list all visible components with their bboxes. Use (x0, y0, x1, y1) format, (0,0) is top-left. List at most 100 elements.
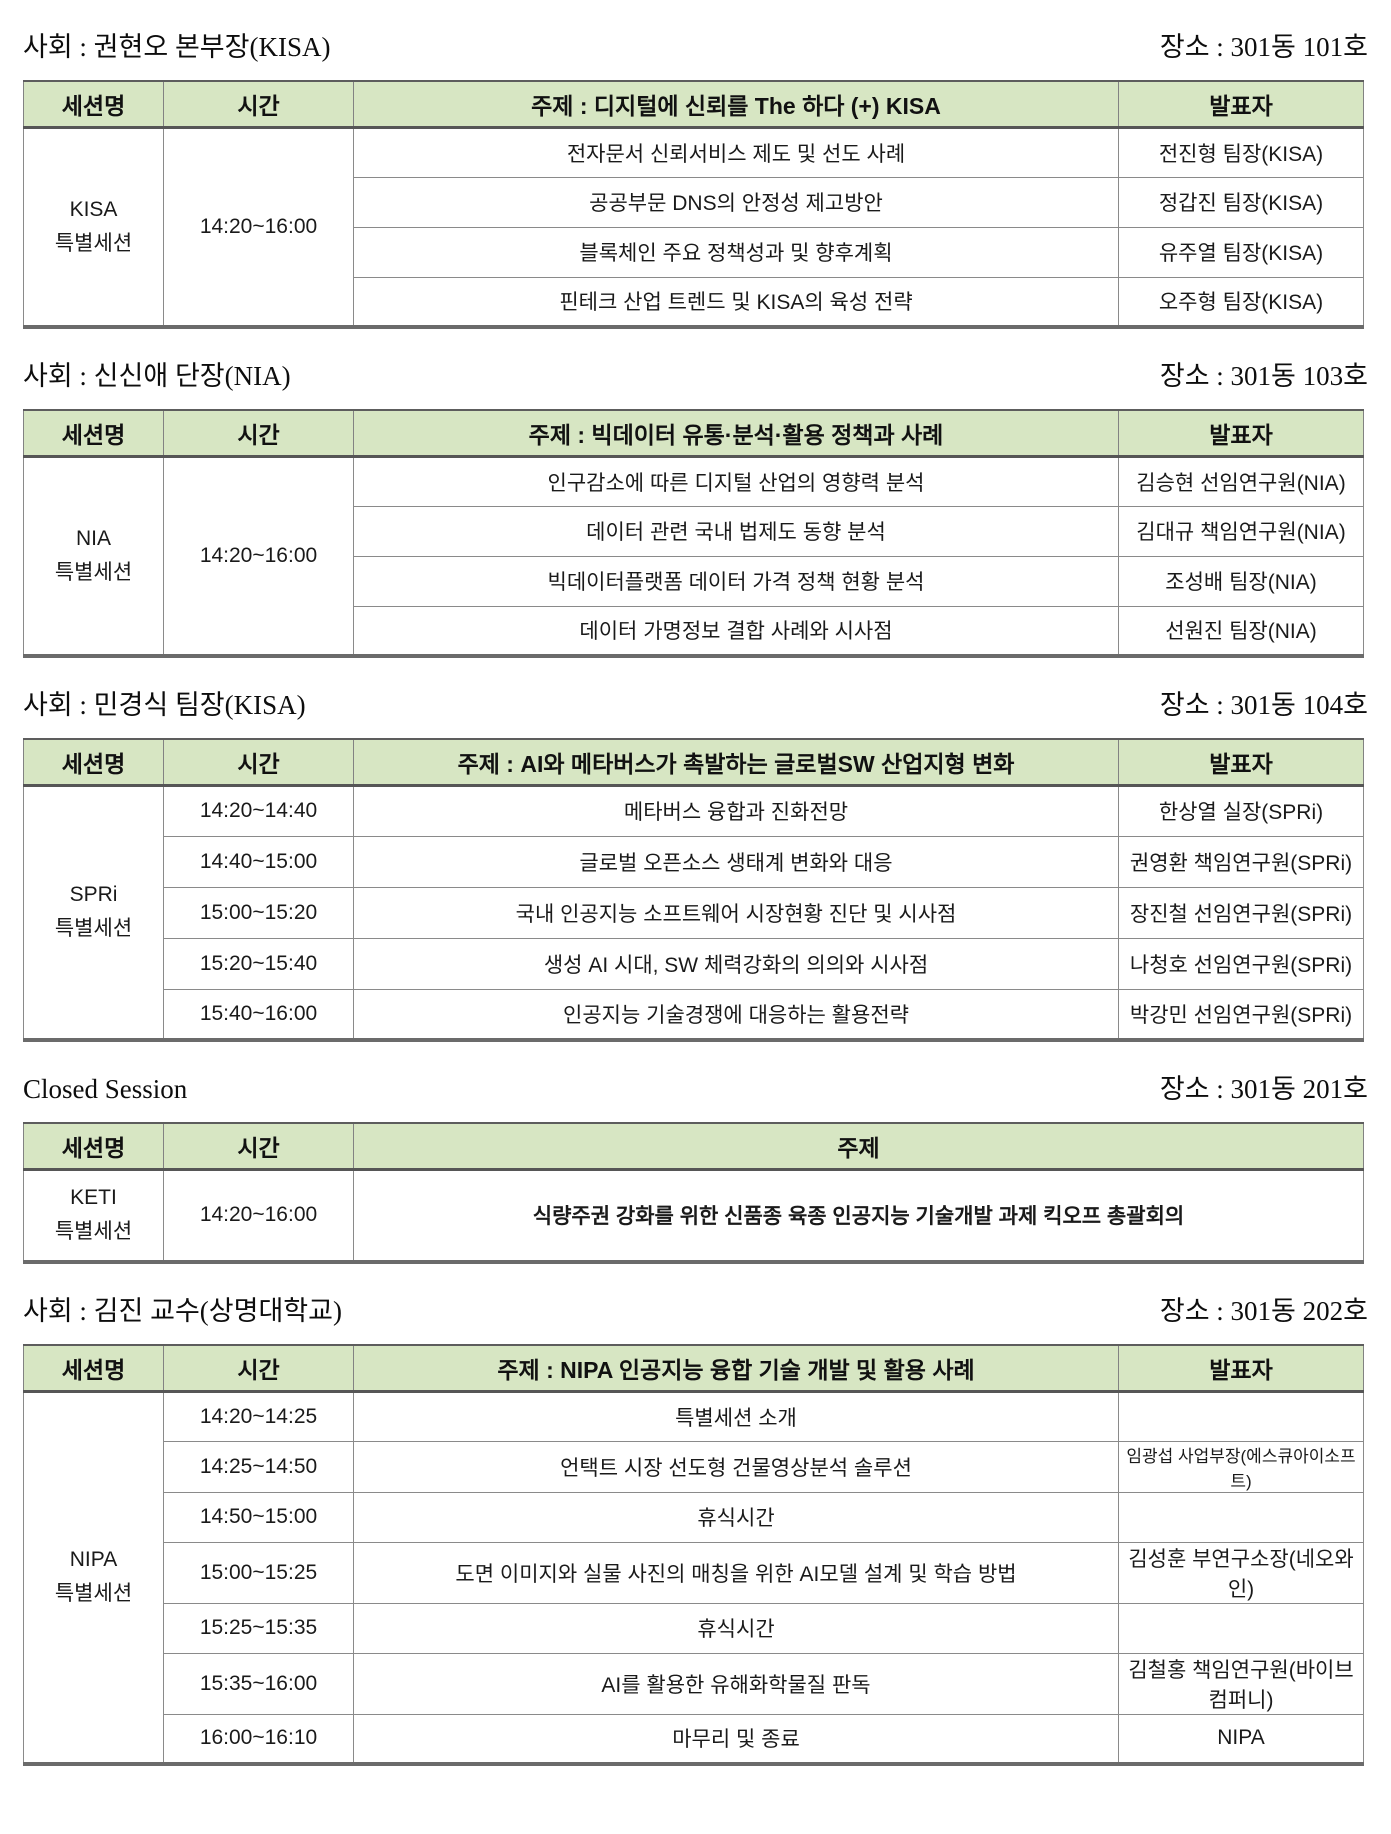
table-header-row: 세션명 시간 주제 : AI와 메타버스가 촉발하는 글로벌SW 산업지형 변화… (23, 738, 1364, 787)
section-header: 사회 : 김진 교수(상명대학교) 장소 : 301동 202호 (23, 1295, 1368, 1327)
topic-cell: 국내 인공지능 소프트웨어 시장현황 진단 및 시사점 (353, 886, 1119, 939)
presenter-cell: 김대규 책임연구원(NIA) (1118, 505, 1364, 557)
presenter-cell (1118, 1390, 1364, 1442)
table-row: NIA 특별세션 14:20~16:00 인구감소에 따른 디지털 산업의 영향… (23, 455, 1364, 657)
topic-cell: 데이터 가명정보 결합 사례와 시사점 (353, 605, 1119, 657)
topic-cell: 공공부문 DNS의 안정성 제고방안 (353, 176, 1119, 228)
table-row: 15:40~16:00 인공지능 기술경쟁에 대응하는 활용전략 박강민 선임연… (24, 988, 1364, 1041)
moderator-label: 사회 : 신신애 단장(NIA) (23, 361, 291, 391)
time-cell: 14:20~16:00 (163, 126, 354, 328)
time-cell: 16:00~16:10 (163, 1713, 354, 1765)
table-row: 공공부문 DNS의 안정성 제고방안 정갑진 팀장(KISA) (24, 176, 1364, 228)
time-cell: 14:25~14:50 (163, 1440, 354, 1493)
header-time: 시간 (163, 738, 354, 787)
topic-cell: 메타버스 융합과 진화전망 (353, 784, 1119, 837)
location-label: 장소 : 301동 104호 (1159, 690, 1368, 720)
header-time: 시간 (163, 409, 354, 458)
topic-cell: 휴식시간 (353, 1491, 1119, 1543)
moderator-label: 사회 : 김진 교수(상명대학교) (23, 1296, 342, 1326)
presenter-cell: 전진형 팀장(KISA) (1118, 126, 1364, 178)
session-table-spri: 세션명 시간 주제 : AI와 메타버스가 촉발하는 글로벌SW 산업지형 변화… (23, 738, 1364, 1042)
presenter-cell: 정갑진 팀장(KISA) (1118, 176, 1364, 228)
table-row: 15:00~15:25 도면 이미지와 실물 사진의 매칭을 위한 AI모델 설… (24, 1541, 1364, 1604)
program-page: { "theme": { "header_bg": "#d7e6c3", "th… (0, 31, 1391, 1834)
session-name-line2: 특별세션 (54, 1220, 133, 1244)
header-time: 시간 (163, 80, 354, 129)
topic-cell: 마무리 및 종료 (353, 1713, 1119, 1765)
header-session: 세션명 (23, 80, 164, 129)
moderator-label: 사회 : 권현오 본부장(KISA) (23, 32, 331, 62)
location-label: 장소 : 301동 202호 (1159, 1296, 1368, 1326)
session-section-spri: 사회 : 민경식 팀장(KISA) 장소 : 301동 104호 세션명 시간 … (0, 689, 1391, 1042)
time-cell: 14:40~15:00 (163, 835, 354, 888)
table-row: 15:20~15:40 생성 AI 시대, SW 체력강화의 의의와 시사점 나… (24, 937, 1364, 990)
moderator-label: Closed Session (23, 1074, 188, 1104)
section-header: 사회 : 권현오 본부장(KISA) 장소 : 301동 101호 (23, 31, 1368, 63)
header-presenter: 발표자 (1118, 409, 1364, 458)
topic-cell: 인공지능 기술경쟁에 대응하는 활용전략 (353, 988, 1119, 1041)
topic-cell: 생성 AI 시대, SW 체력강화의 의의와 시사점 (353, 937, 1119, 990)
presenter-cell: 권영환 책임연구원(SPRi) (1118, 835, 1364, 888)
table-header-row: 세션명 시간 주제 (23, 1122, 1364, 1171)
presenter-cell: 장진철 선임연구원(SPRi) (1118, 886, 1364, 939)
presenter-cell (1118, 1602, 1364, 1654)
topic-cell: 휴식시간 (353, 1602, 1119, 1654)
header-session: 세션명 (23, 409, 164, 458)
header-topic: 주제 (353, 1122, 1364, 1171)
session-table-keti: 세션명 시간 주제 KETI 특별세션 14:20~16:00 식량주권 강화를… (23, 1122, 1364, 1264)
topic-cell: 글로벌 오픈소스 생태계 변화와 대응 (353, 835, 1119, 888)
presenter-cell: 선원진 팀장(NIA) (1118, 605, 1364, 657)
table-row: KISA 특별세션 14:20~16:00 전자문서 신뢰서비스 제도 및 선도… (23, 126, 1364, 328)
table-row: 빅데이터플랫폼 데이터 가격 정책 현황 분석 조성배 팀장(NIA) (24, 555, 1364, 607)
table-row: 16:00~16:10 마무리 및 종료 NIPA (24, 1713, 1364, 1765)
location-label: 장소 : 301동 201호 (1159, 1074, 1368, 1104)
presenter-cell: 유주열 팀장(KISA) (1118, 226, 1364, 278)
topic-cell: 핀테크 산업 트렌드 및 KISA의 육성 전략 (353, 276, 1119, 328)
session-name-line1: NIA (75, 526, 111, 550)
session-section-nia: 사회 : 신신애 단장(NIA) 장소 : 301동 103호 세션명 시간 주… (0, 360, 1391, 658)
time-cell: 14:50~15:00 (163, 1491, 354, 1543)
presenter-cell: 나청호 선임연구원(SPRi) (1118, 937, 1364, 990)
topic-cell: 빅데이터플랫폼 데이터 가격 정책 현황 분석 (353, 555, 1119, 607)
presenter-cell: 김성훈 부연구소장(네오와인) (1118, 1541, 1364, 1604)
table-row: 14:25~14:50 언택트 시장 선도형 건물영상분석 솔루션 임광섭 사업… (24, 1440, 1364, 1493)
presenter-cell: 오주형 팀장(KISA) (1118, 276, 1364, 328)
session-table-nia: 세션명 시간 주제 : 빅데이터 유통·분석·활용 정책과 사례 발표자 NIA… (23, 409, 1364, 658)
session-name-cell: KETI 특별세션 (23, 1168, 164, 1263)
header-topic: 주제 : NIPA 인공지능 융합 기술 개발 및 활용 사례 (353, 1344, 1119, 1393)
session-table-nipa: 세션명 시간 주제 : NIPA 인공지능 융합 기술 개발 및 활용 사례 발… (23, 1344, 1364, 1766)
topic-cell: 블록체인 주요 정책성과 및 향후계획 (353, 226, 1119, 278)
section-header: Closed Session 장소 : 301동 201호 (23, 1073, 1368, 1105)
table-row: 15:25~15:35 휴식시간 (24, 1602, 1364, 1654)
table-header-row: 세션명 시간 주제 : 디지털에 신뢰를 The 하다 (+) KISA 발표자 (23, 80, 1364, 129)
header-presenter: 발표자 (1118, 738, 1364, 787)
location-label: 장소 : 301동 101호 (1159, 32, 1368, 62)
table-row: 14:40~15:00 글로벌 오픈소스 생태계 변화와 대응 권영환 책임연구… (24, 835, 1364, 888)
table-row: 15:00~15:20 국내 인공지능 소프트웨어 시장현황 진단 및 시사점 … (24, 886, 1364, 939)
location-label: 장소 : 301동 103호 (1159, 361, 1368, 391)
session-name-line1: SPRi (69, 883, 118, 907)
session-name-cell: SPRi 특별세션 (23, 784, 164, 1041)
topic-cell: 인구감소에 따른 디지털 산업의 영향력 분석 (353, 455, 1119, 507)
topic-cell: 도면 이미지와 실물 사진의 매칭을 위한 AI모델 설계 및 학습 방법 (353, 1541, 1119, 1604)
header-topic: 주제 : 디지털에 신뢰를 The 하다 (+) KISA (353, 80, 1119, 129)
session-name-line1: KETI (70, 1186, 117, 1210)
header-topic: 주제 : AI와 메타버스가 촉발하는 글로벌SW 산업지형 변화 (353, 738, 1119, 787)
table-header-row: 세션명 시간 주제 : NIPA 인공지능 융합 기술 개발 및 활용 사례 발… (23, 1344, 1364, 1393)
topic-cell: 데이터 관련 국내 법제도 동향 분석 (353, 505, 1119, 557)
header-time: 시간 (163, 1122, 354, 1171)
table-header-row: 세션명 시간 주제 : 빅데이터 유통·분석·활용 정책과 사례 발표자 (23, 409, 1364, 458)
time-cell: 15:00~15:20 (163, 886, 354, 939)
table-row: SPRi 특별세션 14:20~14:40 메타버스 융합과 진화전망 한상열 … (23, 784, 1364, 1041)
time-cell: 14:20~16:00 (163, 1168, 354, 1263)
table-row: 15:35~16:00 AI를 활용한 유해화학물질 판독 김철홍 책임연구원(… (24, 1652, 1364, 1715)
session-name-line2: 특별세션 (54, 560, 133, 584)
session-name-cell: NIA 특별세션 (23, 455, 164, 657)
presenter-cell: 조성배 팀장(NIA) (1118, 555, 1364, 607)
table-row: 데이터 관련 국내 법제도 동향 분석 김대규 책임연구원(NIA) (24, 505, 1364, 557)
session-table-kisa: 세션명 시간 주제 : 디지털에 신뢰를 The 하다 (+) KISA 발표자… (23, 80, 1364, 329)
header-presenter: 발표자 (1118, 80, 1364, 129)
header-presenter: 발표자 (1118, 1344, 1364, 1393)
session-section-kisa: 사회 : 권현오 본부장(KISA) 장소 : 301동 101호 세션명 시간… (0, 31, 1391, 329)
table-row: 14:50~15:00 휴식시간 (24, 1491, 1364, 1543)
